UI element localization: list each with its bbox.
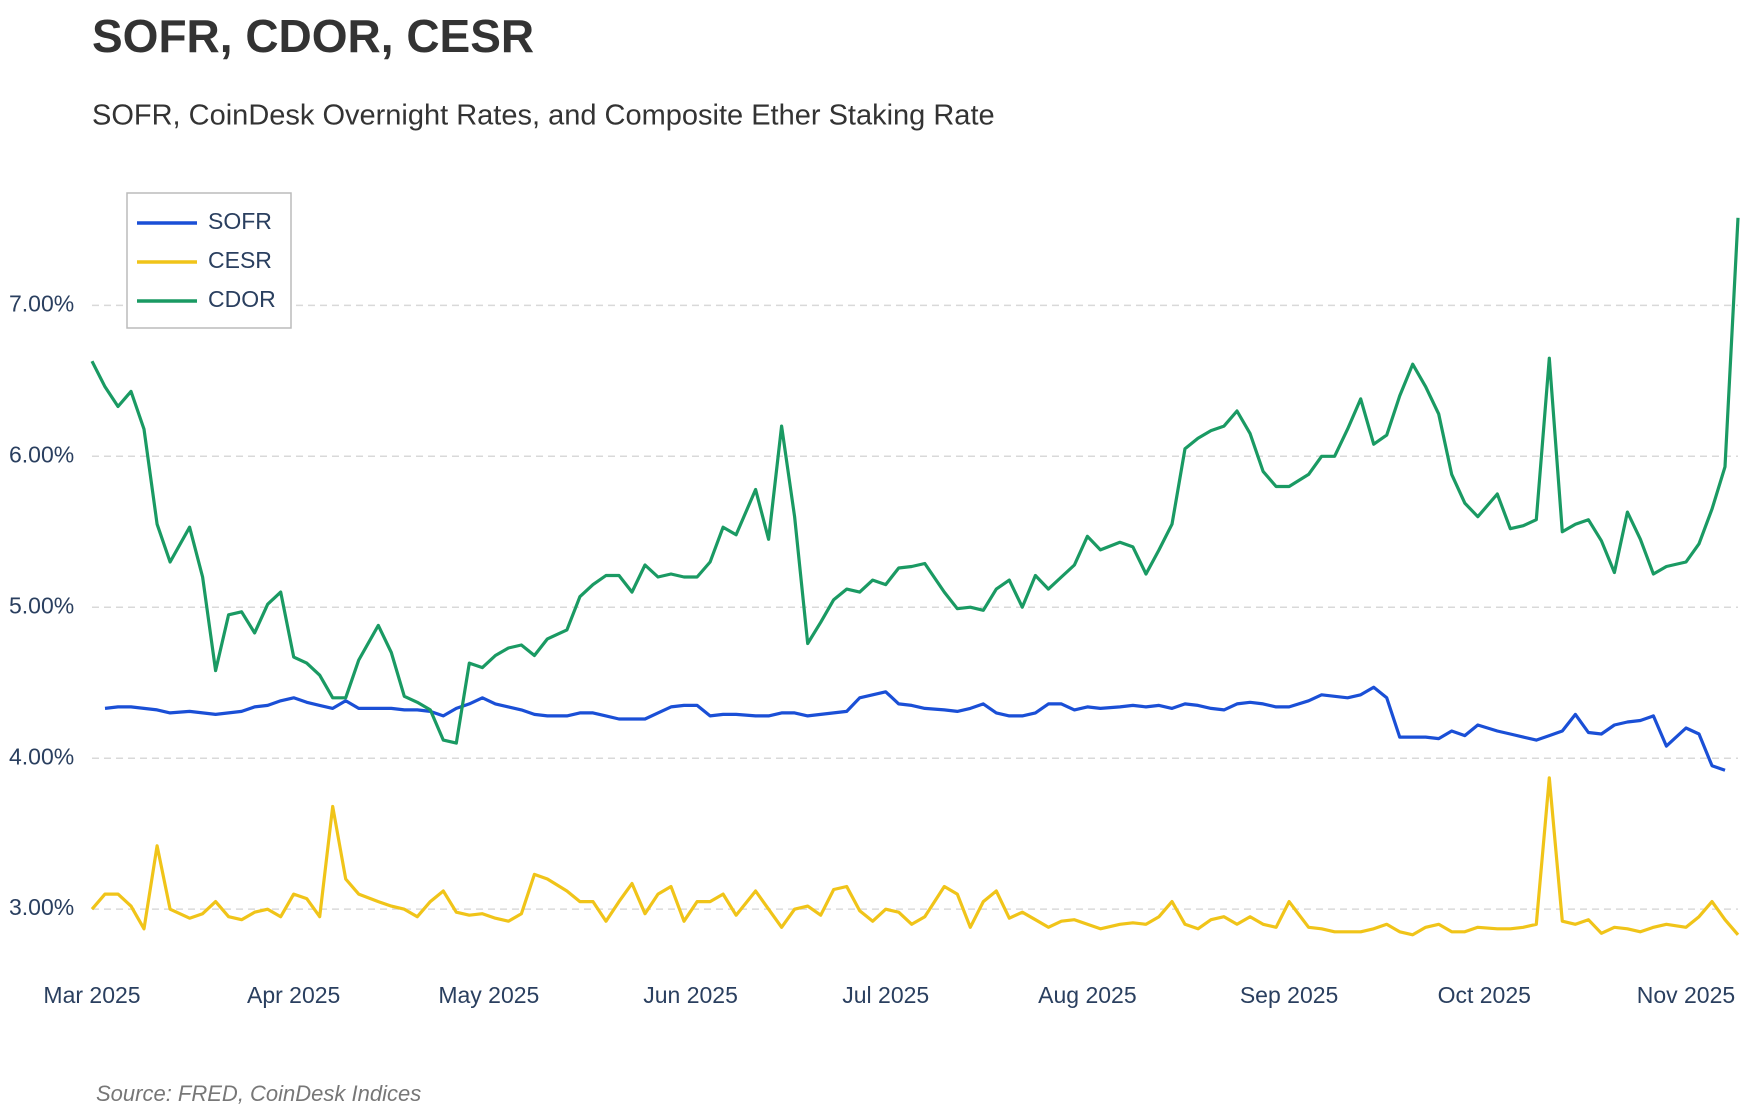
chart-title: SOFR, CDOR, CESR — [92, 10, 534, 62]
x-tick-label: Jul 2025 — [842, 982, 929, 1008]
series-line — [104, 685, 1726, 772]
y-tick-label: 3.00% — [9, 894, 74, 920]
source-note: Source: FRED, CoinDesk Indices — [96, 1081, 421, 1106]
x-tick-label: May 2025 — [438, 982, 539, 1008]
chart-subtitle: SOFR, CoinDesk Overnight Rates, and Comp… — [92, 100, 995, 132]
x-tick-label: Nov 2025 — [1637, 982, 1735, 1008]
y-tick-label: 6.00% — [9, 441, 74, 467]
legend: SOFR CESR CDOR — [126, 192, 292, 329]
x-tick-label: Mar 2025 — [43, 982, 140, 1008]
plot-area — [90, 217, 1740, 937]
series-line — [90, 217, 1740, 745]
y-tick-label: 4.00% — [9, 743, 74, 769]
x-tick-label: Sep 2025 — [1240, 982, 1338, 1008]
x-tick-label: Aug 2025 — [1038, 982, 1136, 1008]
x-tick-label: Jun 2025 — [643, 982, 738, 1008]
legend-label: SOFR — [208, 208, 272, 234]
grid: 3.00% 4.00% 5.00% 6.00% 7.00% Mar 2025 Apr 202… — [9, 290, 1738, 1008]
series-line — [90, 776, 1740, 937]
x-tick-label: Apr 2025 — [247, 982, 340, 1008]
legend-label: CESR — [208, 247, 272, 273]
y-tick-label: 7.00% — [9, 290, 74, 316]
y-tick-label: 5.00% — [9, 592, 74, 618]
legend-label: CDOR — [208, 286, 276, 312]
x-tick-label: Oct 2025 — [1438, 982, 1531, 1008]
